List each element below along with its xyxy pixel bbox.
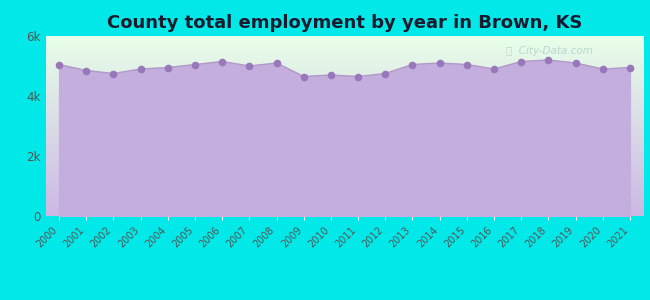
Text: Ⓢ  City-Data.com: Ⓢ City-Data.com xyxy=(506,46,593,56)
Point xyxy=(570,61,580,65)
Point xyxy=(271,61,281,65)
Point xyxy=(81,68,92,73)
Point xyxy=(408,62,418,67)
Point xyxy=(516,59,526,64)
Point xyxy=(543,58,554,62)
Title: County total employment by year in Brown, KS: County total employment by year in Brown… xyxy=(107,14,582,32)
Point xyxy=(462,62,472,67)
Point xyxy=(380,71,391,76)
Point xyxy=(217,59,228,64)
Point xyxy=(244,64,255,68)
Point xyxy=(597,67,608,71)
Point xyxy=(162,65,173,70)
Point xyxy=(135,67,146,71)
Point xyxy=(353,74,363,79)
Point xyxy=(434,61,445,65)
Point xyxy=(54,62,64,67)
Point xyxy=(326,73,336,77)
Point xyxy=(489,67,499,71)
Point xyxy=(298,74,309,79)
Point xyxy=(190,62,200,67)
Point xyxy=(625,65,635,70)
Point xyxy=(109,71,119,76)
